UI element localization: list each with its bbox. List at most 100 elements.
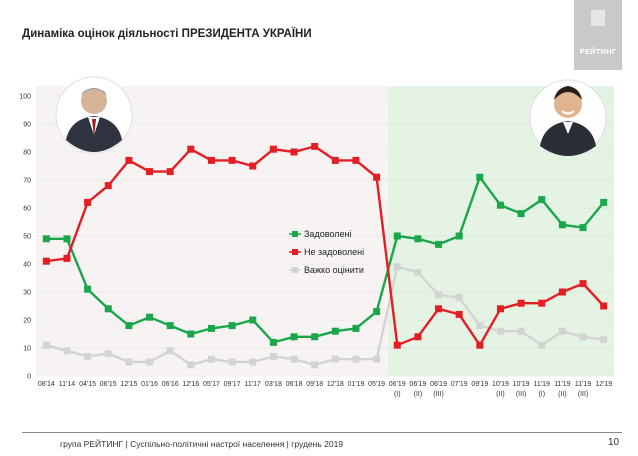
data-point — [207, 324, 215, 332]
series-lines — [45, 145, 605, 366]
y-tick-label: 60 — [23, 206, 31, 213]
data-point — [187, 330, 195, 338]
x-tick-label: 10'19 — [492, 381, 509, 388]
x-tick-label: 12'19 — [595, 381, 612, 388]
y-tick-label: 50 — [23, 234, 31, 241]
y-tick-label: 0 — [27, 374, 31, 381]
x-tick-label: 08'14 — [38, 381, 55, 388]
data-point — [228, 322, 236, 330]
data-point — [207, 355, 215, 363]
data-point — [249, 316, 257, 324]
x-tick-label: 11'19 — [554, 381, 570, 388]
y-tick-label: 10 — [23, 346, 31, 353]
data-point — [538, 196, 546, 204]
chart-gridlines — [36, 95, 614, 377]
brand-logo: РЕЙТИНГ — [574, 0, 622, 70]
data-point — [600, 198, 608, 206]
data-point — [373, 173, 381, 181]
portrait-right — [529, 79, 607, 157]
x-tick-label: 06'19 — [409, 381, 426, 388]
data-point — [249, 358, 257, 366]
y-tick-label: 20 — [23, 318, 31, 325]
x-tick-label: 11'19 — [534, 381, 550, 388]
series-line — [46, 176, 605, 344]
data-point — [187, 361, 195, 369]
data-point — [63, 254, 71, 262]
data-point — [269, 352, 277, 360]
x-tick-label: 06'19 — [389, 381, 406, 388]
data-point — [42, 257, 50, 265]
x-tick-label: 04'15 — [79, 381, 96, 388]
legend-marker-dissatisfied — [292, 249, 298, 255]
x-tick-label: 09'17 — [224, 381, 241, 388]
data-point — [517, 299, 525, 307]
data-point — [414, 235, 422, 243]
data-point — [435, 305, 443, 313]
x-tick-label: 05'17 — [203, 381, 220, 388]
data-point — [84, 198, 92, 206]
legend-item-satisfied: Задоволені — [289, 229, 351, 239]
legend: Задоволені Не задоволені Важко оцінити — [289, 229, 364, 275]
data-point — [228, 358, 236, 366]
y-tick-label: 90 — [23, 122, 31, 129]
data-point — [290, 355, 298, 363]
data-point — [435, 291, 443, 299]
data-point — [104, 182, 112, 190]
footer-divider — [22, 432, 622, 433]
data-point — [63, 235, 71, 243]
legend-item-hard-to-say: Важко оцінити — [289, 265, 364, 275]
data-point — [228, 156, 236, 164]
legend-label-satisfied: Задоволені — [304, 229, 351, 239]
data-point — [125, 322, 133, 330]
x-tick-label: 11'19 — [575, 381, 591, 388]
data-point — [352, 355, 360, 363]
data-point — [496, 327, 504, 335]
data-point — [538, 299, 546, 307]
data-point — [352, 156, 360, 164]
legend-item-dissatisfied: Не задоволені — [289, 247, 364, 257]
data-point — [393, 232, 401, 240]
approval-line-chart: 0 10 20 30 40 50 60 70 80 90 100 08'14 11'14 04'15 06… — [19, 76, 614, 398]
x-tick-sublabel: (II) — [496, 391, 505, 398]
data-point — [331, 156, 339, 164]
data-point — [331, 355, 339, 363]
x-tick-label: 01'19 — [348, 381, 365, 388]
data-point — [84, 285, 92, 293]
data-point — [207, 156, 215, 164]
x-tick-label: 06'19 — [430, 381, 447, 388]
data-point — [187, 145, 195, 153]
data-point — [496, 305, 504, 313]
logo-glyph-icon — [591, 10, 605, 26]
x-tick-label: 06'18 — [286, 381, 303, 388]
data-point — [414, 268, 422, 276]
data-point — [146, 313, 154, 321]
data-point — [579, 224, 587, 232]
x-tick-sublabel: (II) — [414, 391, 423, 398]
page-number: 10 — [608, 437, 620, 448]
data-point — [63, 347, 71, 355]
data-point — [476, 173, 484, 181]
x-tick-label: 12'16 — [182, 381, 199, 388]
data-point — [558, 327, 566, 335]
legend-label-hard-to-say: Важко оцінити — [304, 265, 364, 275]
data-point — [455, 294, 463, 302]
data-point — [476, 341, 484, 349]
x-tick-sublabel: (II) — [558, 391, 567, 398]
x-tick-sublabel: (III) — [516, 391, 527, 398]
data-point — [373, 355, 381, 363]
data-point — [600, 302, 608, 310]
data-point — [558, 221, 566, 229]
data-point — [290, 333, 298, 341]
legend-marker-hard-to-say — [292, 267, 298, 273]
data-point — [393, 263, 401, 271]
data-point — [579, 333, 587, 341]
data-point — [393, 341, 401, 349]
x-tick-sublabel: (I) — [538, 391, 545, 398]
y-axis-ticks: 0 10 20 30 40 50 60 70 80 90 100 — [19, 94, 31, 381]
x-axis-ticks: 08'14 11'14 04'15 06'15 12'15 01'16 06'16 12'16… — [38, 381, 612, 398]
x-tick-label: 10'19 — [513, 381, 530, 388]
x-tick-label: 07'19 — [451, 381, 468, 388]
series-line — [45, 265, 604, 366]
portrait-left — [55, 76, 133, 154]
